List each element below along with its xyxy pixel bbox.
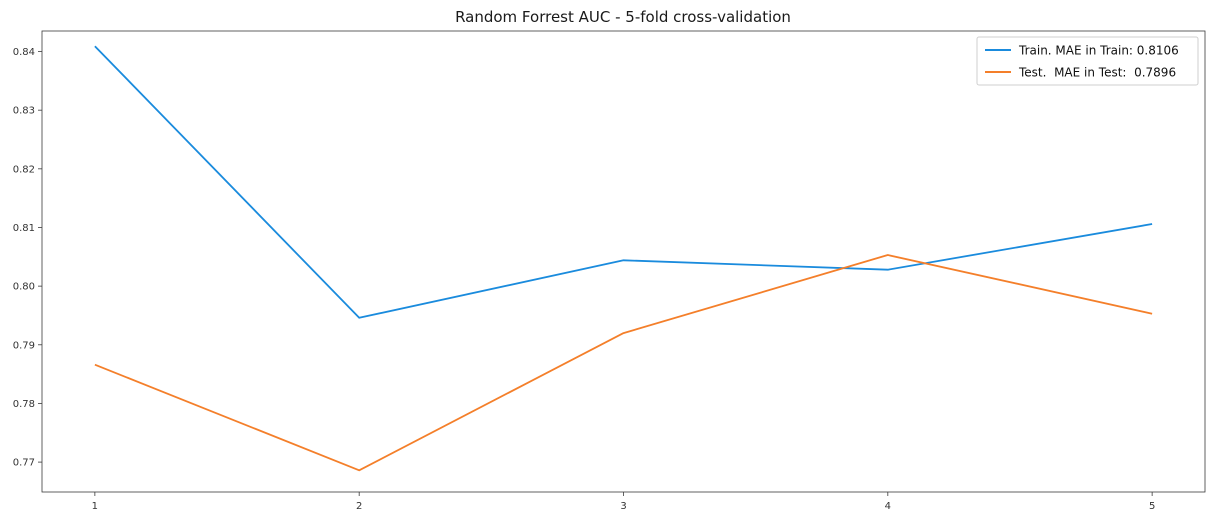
plot-area-frame (41, 30, 1206, 493)
x-tick-label: 2 (356, 501, 362, 512)
x-axis: 1 2 3 4 5 (92, 492, 1155, 512)
legend: Train. MAE in Train: 0.8106 Test. MAE in … (976, 36, 1199, 86)
y-tick-label: 0.81 (13, 223, 35, 234)
series-layer (94, 45, 1153, 472)
y-tick-label: 0.82 (13, 164, 35, 175)
y-axis: 0.77 0.78 0.79 0.80 0.81 0.82 0.83 0.84 (13, 47, 42, 469)
series-line-test (94, 254, 1153, 472)
x-tick-label: 3 (620, 501, 626, 512)
y-tick-label: 0.80 (13, 282, 35, 293)
legend-entry-label: Train. MAE in Train: 0.8106 (1018, 44, 1179, 58)
legend-entry-label: Test. MAE in Test: 0.7896 (1018, 66, 1176, 80)
legend-box (976, 36, 1199, 86)
y-tick-label: 0.83 (13, 106, 35, 117)
y-tick-label: 0.77 (13, 458, 35, 469)
series-line-train (94, 45, 1153, 319)
x-tick-label: 5 (1149, 501, 1155, 512)
y-tick-label: 0.79 (13, 340, 35, 351)
y-tick-label: 0.78 (13, 399, 35, 410)
x-tick-label: 4 (885, 501, 891, 512)
x-tick-label: 1 (92, 501, 98, 512)
y-tick-label: 0.84 (13, 47, 35, 58)
chart-title: Random Forrest AUC - 5-fold cross-valida… (455, 8, 791, 26)
